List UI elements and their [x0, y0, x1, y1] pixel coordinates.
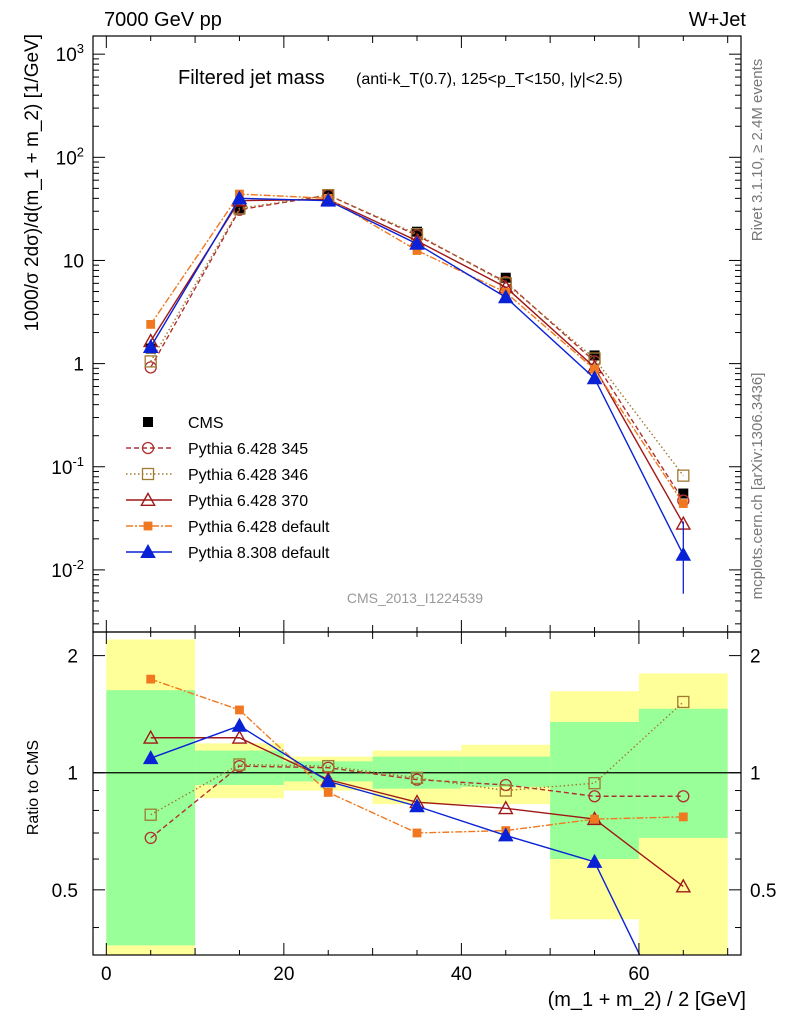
side-source-label: mcplots.cern.ch [arXiv:1306.3436]: [749, 373, 766, 600]
ratio-2-point-6: [675, 878, 692, 893]
ratio-1-point-6: [677, 695, 690, 709]
analysis-id-label: CMS_2013_I1224539: [347, 590, 483, 606]
main-plot: [142, 188, 692, 594]
series-line-1: [150, 194, 684, 477]
ratio-line-0: [150, 765, 684, 839]
band-green-1: [195, 750, 284, 785]
ratio-1-point-5: [588, 777, 601, 790]
series-4-point-5: [586, 370, 603, 385]
ratio-1-point-1: [233, 758, 246, 771]
series-4-point-3: [409, 235, 425, 250]
ratio-line-1: [150, 701, 684, 816]
series-4-point-1: [231, 190, 248, 205]
legend-label-4: Pythia 8.308 default: [188, 545, 330, 562]
ratio-y-tick-label-left-0: 2: [67, 647, 78, 668]
legend: CMS Pythia 6.428 345 Pythia 6.428 346 Pythi…: [126, 415, 330, 562]
ratio-y-tick-label-left-2: 0.5: [52, 881, 78, 902]
main-y-tick-label-4: 10-1: [51, 454, 84, 479]
chart-title: Filtered jet mass: [178, 67, 325, 89]
legend-label-cms: CMS: [188, 415, 224, 432]
legend-item-4: Pythia 8.308 default: [126, 543, 330, 562]
series-3-point-3: [412, 246, 422, 255]
ratio-3-point-6: [678, 812, 688, 822]
ratio-plot: [93, 674, 741, 955]
ratio-3-point-2: [323, 788, 333, 797]
chart-title-main: Filtered jet mass: [178, 67, 325, 89]
ratio-2-point-4: [497, 800, 514, 815]
ratio-3-point-3: [412, 828, 422, 838]
legend-marker-4: [140, 543, 156, 558]
legend-label-2: Pythia 6.428 370: [188, 493, 308, 510]
series-4-point-2: [320, 192, 337, 207]
legend-label-0: Pythia 6.428 345: [188, 441, 308, 458]
band-green-4: [461, 756, 551, 787]
legend-marker-1: [141, 467, 155, 481]
ratio-0-point-0: [144, 831, 157, 845]
cms-data-point-3: [412, 226, 422, 237]
ratio-4-point-3: [409, 798, 425, 813]
ratio-4-point-4: [497, 827, 514, 842]
series-4-point-4: [497, 289, 514, 304]
side-version-label: Rivet 3.1.10, ≥ 2.4M events: [749, 59, 766, 242]
ratio-4-point-5: [586, 853, 603, 868]
ratio-4-point-0: [142, 750, 159, 765]
main-y-tick-label-0: 103: [56, 41, 84, 66]
x-tick-label-0: 0: [101, 964, 112, 985]
series-4-point-0: [142, 338, 159, 353]
ratio-y-tick-label-right-1: 1: [750, 764, 761, 785]
main-frame: [92, 35, 742, 633]
chart-subtitle: (anti-k_T(0.7), 125<p_T<150, |y|<2.5): [356, 71, 623, 88]
series-3-point-0: [146, 319, 156, 329]
ratio-uncertainty-bands: [106, 639, 728, 955]
legend-label-3: Pythia 6.428 default: [188, 519, 330, 536]
ratio-2-point-1: [231, 729, 248, 744]
legend-marker-cms: [143, 417, 153, 427]
main-y-axis-label: 1000/σ 2dσ)/d(m_1 + m_2) [1/GeV]: [22, 34, 43, 332]
legend-marker-0: [141, 441, 155, 455]
series-1-point-5: [588, 352, 601, 365]
series-1-point-6: [677, 469, 690, 482]
main-y-tick-label-3: 1: [73, 355, 84, 376]
x-tick-label-60: 60: [628, 964, 649, 985]
ratio-1-point-4: [499, 784, 512, 797]
ratio-y-tick-label-right-0: 2: [750, 647, 761, 668]
legend-item-3: Pythia 6.428 default: [126, 519, 330, 536]
process-label: W+Jet: [689, 9, 747, 31]
legend-label-1: Pythia 6.428 346: [188, 467, 308, 484]
x-tick-label-40: 40: [451, 964, 472, 985]
ratio-2-point-0: [142, 729, 159, 744]
band-green-0: [106, 690, 196, 946]
legend-item-2: Pythia 6.428 370: [126, 491, 308, 510]
main-y-tick-label-1: 102: [56, 144, 84, 169]
ratio-4-point-1: [231, 717, 248, 732]
ratio-0-point-5: [588, 790, 601, 803]
ratio-3-point-1: [235, 705, 244, 715]
ratio-y-tick-label-left-1: 1: [67, 764, 78, 785]
cms-data-point-6: [678, 488, 689, 499]
ratio-y-tick-label-right-2: 0.5: [750, 881, 776, 902]
legend-item-cms: CMS: [143, 415, 224, 432]
energy-label: 7000 GeV pp: [104, 9, 222, 31]
ratio-4-point-2: [320, 773, 337, 788]
main-y-tick-label-2: 10: [63, 251, 84, 272]
x-tick-label-20: 20: [273, 964, 294, 985]
ratio-0-point-6: [677, 790, 690, 803]
ratio-3-point-0: [146, 674, 156, 684]
ratio-3-point-5: [590, 814, 599, 824]
series-3-point-6: [678, 499, 688, 508]
ratio-1-point-3: [410, 771, 424, 785]
ratio-y-axis-label: Ratio to CMS: [25, 740, 42, 835]
series-3-point-5: [590, 364, 599, 374]
main-y-tick-label-5: 10-2: [51, 557, 84, 582]
legend-item-0: Pythia 6.428 345: [126, 441, 308, 458]
ratio-1-point-0: [144, 808, 157, 821]
series-1-point-0: [144, 355, 157, 368]
legend-marker-3: [143, 521, 153, 531]
x-axis-label: (m_1 + m_2) / 2 [GeV]: [548, 989, 746, 1011]
legend-marker-2: [140, 491, 156, 506]
legend-item-1: Pythia 6.428 346: [126, 467, 308, 484]
